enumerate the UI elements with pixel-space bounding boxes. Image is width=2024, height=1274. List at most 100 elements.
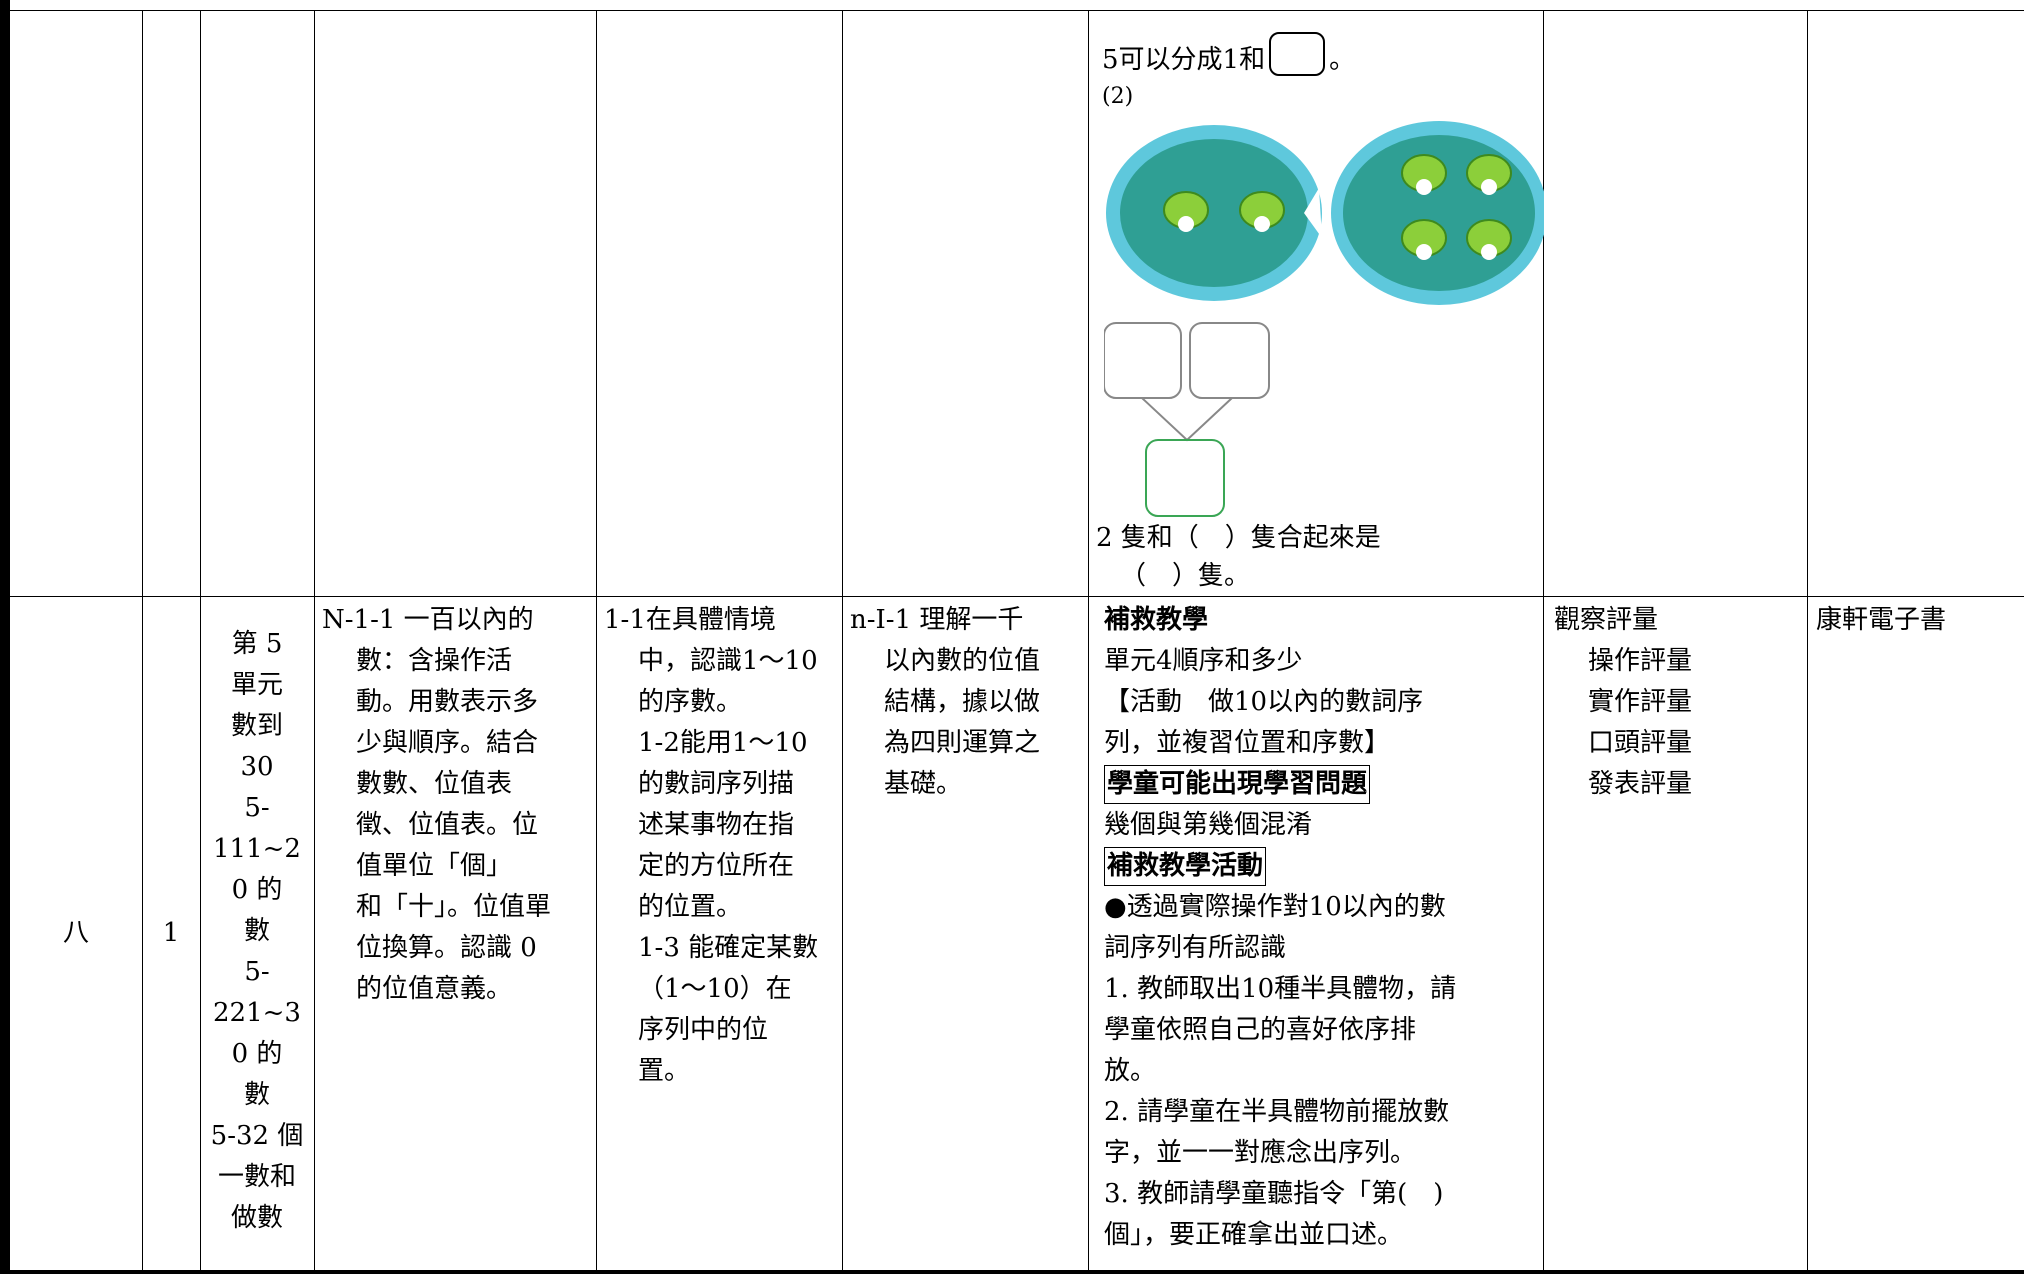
text: 學童可能出現學習問題 [1104, 765, 1371, 804]
line: 為四則運算之 [850, 723, 1040, 764]
line: 補救教學 [1104, 600, 1456, 641]
text: 發表評量 [1588, 769, 1693, 799]
text: (2) [1102, 84, 1134, 109]
line: 數到 [200, 706, 314, 747]
indicators: n-I-1 理解一千以內數的位值 結構，據以做 為四則運算之基礎。 [850, 600, 1040, 805]
line: 30 [200, 747, 314, 788]
line: 5- [200, 788, 314, 829]
text: 的位值意義。 [356, 974, 513, 1004]
line: 單元4順序和多少 [1104, 641, 1456, 682]
line: N-1-1 一百以內的 [322, 600, 551, 641]
text: 做數 [230, 1203, 283, 1233]
line: 111~2 [200, 829, 314, 870]
assessment: 觀察評量 操作評量 實作評量口頭評量發表評量 [1554, 600, 1692, 805]
line: 基礎。 [850, 764, 1040, 805]
text: 列，並複習位置和序數】 [1104, 728, 1391, 758]
line: 以內數的位值 [850, 641, 1040, 682]
text: 動。用數表示多 [356, 687, 539, 717]
text: （ ）隻。 [1120, 561, 1251, 591]
line: 數 [200, 911, 314, 952]
week: 八 [62, 917, 89, 948]
text: 1. 教師取出10種半具體物，請 [1104, 974, 1457, 1004]
line: 數數、位值表 [322, 764, 551, 805]
line: 一數和 [200, 1157, 314, 1198]
col-line [596, 10, 597, 1272]
line: 序列中的位 [604, 1010, 818, 1051]
line: 的序數。 [604, 682, 818, 723]
line: 0 的 [200, 870, 314, 911]
text: 單元 [230, 670, 283, 700]
text: 值單位「個」 [356, 851, 513, 881]
text: 0 的 [231, 1039, 283, 1069]
text: 第 5 [231, 629, 283, 659]
text: 3. 教師請學童聽指令「第( ) [1104, 1179, 1444, 1209]
text: 一數和 [217, 1162, 296, 1192]
col-line [142, 10, 143, 1272]
text: 5可以分成1和 。 [1102, 32, 1355, 81]
text: 30 [240, 752, 274, 782]
text: 數 [243, 1080, 270, 1110]
text: 結構，據以做 [884, 687, 1041, 717]
line: 字，並一一對應念出序列。 [1104, 1133, 1456, 1174]
line: 5- [200, 952, 314, 993]
text: 為四則運算之 [884, 728, 1041, 758]
text: n-I-1 理解一千 [850, 605, 1024, 635]
text: 1-3 能確定某數 [638, 933, 819, 963]
text: 5-32 個 [210, 1121, 304, 1151]
line: 221~3 [200, 993, 314, 1034]
col-line [314, 10, 315, 1272]
text: 口頭評量 [1588, 728, 1693, 758]
line: 數：含操作活 [322, 641, 551, 682]
text: ●透過實際操作對10以內的數 [1104, 892, 1446, 922]
line: 的數詞序列描 [604, 764, 818, 805]
line: 學童可能出現學習問題 [1104, 764, 1456, 805]
line: 觀察評量 [1554, 600, 1692, 641]
line: 口頭評量 [1554, 723, 1692, 764]
line: 【活動 做10以內的數詞序 [1104, 682, 1456, 723]
text: 單元4順序和多少 [1104, 646, 1303, 676]
content: N-1-1 一百以內的數：含操作活 動。用數表示多 少與順序。結合 數數、位值表 徵、位… [322, 600, 551, 1010]
text: 221~3 [213, 998, 301, 1028]
text: 5- [244, 957, 270, 987]
text: 放。 [1104, 1056, 1157, 1086]
line: 述某事物在指 [604, 805, 818, 846]
line: 1-3 能確定某數 [604, 928, 818, 969]
text: 定的方位所在 [638, 851, 795, 881]
text: 序列中的位 [638, 1015, 769, 1045]
line: 少與順序。結合 [322, 723, 551, 764]
text: 個」，要正確拿出並口述。 [1104, 1220, 1404, 1250]
text: 數數、位值表 [356, 769, 513, 799]
text: 少與順序。結合 [356, 728, 539, 758]
text: 數 [243, 916, 270, 946]
text: 徵、位值表。位 [356, 810, 539, 840]
col-line [1543, 10, 1544, 1272]
line: 學童依照自己的喜好依序排 [1104, 1010, 1456, 1051]
line: 值單位「個」 [322, 846, 551, 887]
line: 補救教學活動 [1104, 846, 1456, 887]
line: 放。 [1104, 1051, 1456, 1092]
text: 5- [244, 793, 270, 823]
line: 結構，據以做 [850, 682, 1040, 723]
line: 的位值意義。 [322, 969, 551, 1010]
text: 的序數。 [638, 687, 743, 717]
line: 實作評量 [1554, 682, 1692, 723]
line: 幾個與第幾個混淆 [1104, 805, 1456, 846]
text: 【活動 做10以內的數詞序 [1104, 687, 1424, 717]
text: N-1-1 一百以內的 [322, 605, 534, 635]
line: 個」，要正確拿出並口述。 [1104, 1215, 1456, 1256]
row-line [0, 10, 2024, 11]
bottom-border [0, 1270, 2024, 1274]
text: 位換算。認識 0 [356, 933, 537, 963]
line: 操作評量 [1554, 641, 1692, 682]
line: 1-2能用1～10 [604, 723, 818, 764]
text: 字，並一一對應念出序列。 [1104, 1138, 1417, 1168]
line: 動。用數表示多 [322, 682, 551, 723]
text: 數到 [230, 711, 283, 741]
line: 徵、位值表。位 [322, 805, 551, 846]
text: 詞序列有所認識 [1104, 933, 1287, 963]
text: 補救教學活動 [1104, 847, 1267, 886]
text: 以內數的位值 [884, 646, 1041, 676]
text: 數：含操作活 [356, 646, 513, 676]
line: n-I-1 理解一千 [850, 600, 1040, 641]
blank-box [1269, 32, 1326, 76]
